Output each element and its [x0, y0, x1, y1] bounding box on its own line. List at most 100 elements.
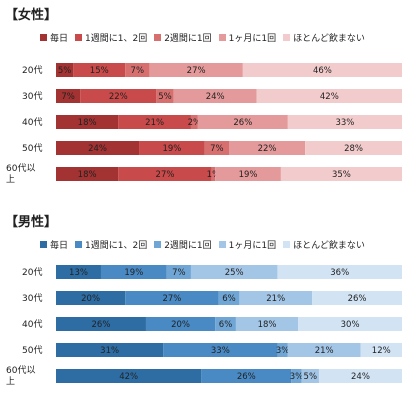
bar-segment-0 [56, 115, 119, 129]
data-label: 20% [171, 320, 190, 330]
data-label: 35% [332, 170, 351, 180]
bar-segment-2 [277, 343, 288, 357]
legend-swatch [154, 33, 162, 41]
legend-swatch [75, 33, 83, 41]
data-label: 20% [81, 294, 100, 304]
category-label: 上 [6, 376, 15, 387]
bar-segment-3 [235, 317, 299, 331]
legend-item: 1週間に1、2回 [75, 238, 147, 251]
bar-segment-2 [211, 167, 216, 181]
category-label: 20代 [22, 267, 42, 278]
female-legend: 毎日 1週間に1、2回 2週間に1回 1ヶ月に1回 ほとんど飲まない [40, 30, 372, 44]
legend-label: 1ヶ月に1回 [228, 33, 277, 44]
legend-item: 1ヶ月に1回 [218, 31, 277, 44]
female-stacked-bar-chart: 20代 5% 15% 7% 27% 46% 30代 7% 22% 5% 24% 42% 40代 18% 21… [6, 63, 402, 185]
bar-segment-1 [139, 141, 205, 155]
legend-label: 2週間に1回 [164, 33, 212, 44]
category-label: 20代 [22, 65, 42, 76]
bar-segment-4 [360, 343, 402, 357]
data-label: 21% [266, 294, 285, 304]
category-label: 50代 [22, 143, 42, 154]
legend-label: 毎日 [50, 33, 69, 44]
legend-item: 毎日 [40, 31, 68, 44]
category-label: 30代 [22, 293, 42, 304]
category-label: 50代 [22, 345, 42, 356]
data-label: 33% [211, 346, 230, 356]
legend-swatch [283, 240, 291, 248]
data-label: 18% [78, 170, 97, 180]
data-label: 27% [162, 294, 181, 304]
data-label: 1% [207, 170, 221, 180]
legend-item: 2週間に1回 [154, 238, 212, 251]
bar-segment-0 [56, 369, 202, 383]
data-label: 30% [341, 320, 360, 330]
bar-segment-2 [166, 265, 191, 279]
legend-label: ほとんど飲まない [293, 240, 365, 251]
data-label: 5% [304, 372, 318, 382]
bar-segment-0 [56, 63, 74, 77]
male-section-title: 【男性】 [5, 215, 58, 230]
bar-segment-1 [73, 63, 126, 77]
bar-segment-3 [287, 343, 361, 357]
category-label: 40代 [22, 319, 42, 330]
data-label: 26% [237, 372, 256, 382]
legend-item: ほとんど飲まない [283, 238, 365, 251]
data-label: 19% [239, 170, 258, 180]
legend-item: 2週間に1回 [154, 31, 212, 44]
data-label: 24% [88, 144, 107, 154]
legend-label: 1ヶ月に1回 [228, 240, 277, 251]
data-label: 42% [320, 92, 339, 102]
bar-segment-1 [100, 265, 167, 279]
female-section-title: 【女性】 [5, 8, 58, 23]
male-legend: 毎日 1週間に1、2回 2週間に1回 1ヶ月に1回 ほとんど飲まない [40, 237, 372, 251]
data-label: 3% [276, 346, 290, 356]
bar-segment-2 [215, 317, 236, 331]
bar-segment-4 [318, 369, 402, 383]
data-label: 3% [290, 372, 304, 382]
data-label: 5% [58, 66, 72, 76]
bar-segment-3 [190, 265, 278, 279]
bar-segment-1 [125, 291, 219, 305]
legend-label: 毎日 [50, 240, 69, 251]
data-label: 7% [61, 92, 75, 102]
legend-label: ほとんど飲まない [293, 33, 365, 44]
legend-swatch [218, 33, 226, 41]
data-label: 19% [162, 144, 181, 154]
bar-segment-0 [56, 343, 164, 357]
bar-segment-0 [56, 265, 101, 279]
bar-segment-3 [239, 291, 313, 305]
bar-segment-3 [215, 167, 281, 181]
data-label: 15% [90, 66, 109, 76]
bar-segment-2 [204, 141, 229, 155]
legend-label: 1週間に1、2回 [85, 33, 148, 44]
data-label: 26% [233, 118, 252, 128]
bar-segment-0 [56, 89, 81, 103]
bar-segment-1 [118, 115, 191, 129]
category-label: 60代以 [6, 163, 35, 174]
bar-segment-1 [80, 89, 157, 103]
bar-segment-4 [256, 89, 402, 103]
data-label: 13% [69, 268, 88, 278]
bar-segment-0 [56, 317, 146, 331]
bar-segment-4 [280, 167, 402, 181]
bar-segment-3 [229, 141, 306, 155]
legend-swatch [283, 33, 291, 41]
data-label: 2% [188, 118, 202, 128]
data-label: 12% [372, 346, 391, 356]
data-label: 18% [258, 320, 277, 330]
data-label: 27% [156, 170, 175, 180]
bar-segment-3 [173, 89, 257, 103]
legend-item: 毎日 [40, 238, 68, 251]
category-label: 40代 [22, 117, 42, 128]
category-label: 30代 [22, 91, 42, 102]
legend-swatch [40, 33, 47, 41]
legend-item: 1ヶ月に1回 [218, 238, 277, 251]
data-label: 24% [206, 92, 225, 102]
data-label: 7% [172, 268, 186, 278]
category-label: 60代以 [6, 365, 35, 376]
bar-segment-4 [277, 265, 402, 279]
bar-segment-2 [125, 63, 150, 77]
legend-label: 1週間に1、2回 [85, 240, 148, 251]
data-label: 42% [119, 372, 138, 382]
data-label: 25% [225, 268, 244, 278]
